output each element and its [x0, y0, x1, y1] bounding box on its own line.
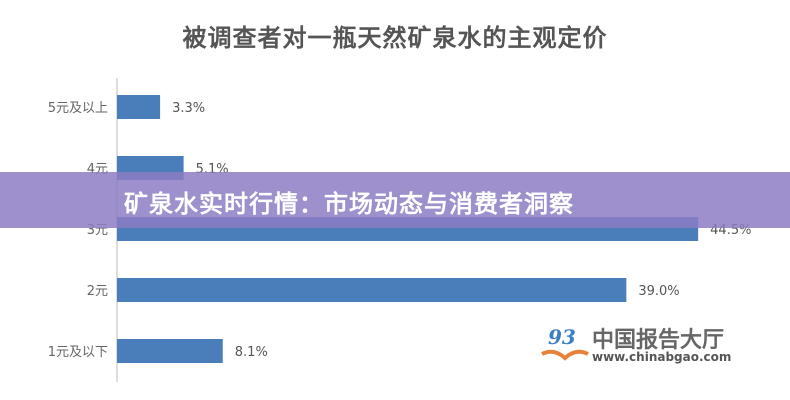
svg-text:93: 93 [548, 325, 576, 349]
category-label: 5元及以上 [48, 101, 108, 116]
headline-banner: 矿泉水实时行情：市场动态与消费者洞察 [0, 172, 790, 228]
data-label: 39.0% [638, 284, 679, 299]
watermark-logo: 93 中国报告大厅 www.chinabgao.com [530, 320, 770, 370]
watermark-url: www.chinabgao.com [592, 350, 732, 364]
book-logo-icon: 93 [541, 325, 589, 361]
headline-text: 矿泉水实时行情：市场动态与消费者洞察 [124, 190, 574, 218]
bar [117, 278, 627, 302]
category-label: 2元 [87, 284, 108, 299]
data-label: 3.3% [172, 101, 205, 116]
bar [117, 339, 223, 363]
category-label: 1元及以下 [48, 345, 108, 360]
bar [117, 95, 161, 119]
chart-title: 被调查者对一瓶天然矿泉水的主观定价 [182, 23, 608, 52]
watermark-name: 中国报告大厅 [592, 328, 725, 353]
data-label: 8.1% [235, 345, 268, 360]
